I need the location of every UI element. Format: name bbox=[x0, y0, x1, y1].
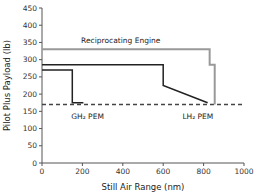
series-line bbox=[42, 70, 83, 103]
y-tick-label: 350 bbox=[23, 38, 38, 47]
y-tick-label: 100 bbox=[23, 124, 38, 133]
annotation: LH₂ PEM bbox=[182, 112, 213, 121]
y-tick-label: 50 bbox=[27, 141, 37, 150]
y-tick-label: 450 bbox=[23, 4, 38, 13]
annotation: GH₂ PEM bbox=[71, 112, 104, 121]
y-axis bbox=[42, 8, 43, 163]
x-tick bbox=[163, 163, 164, 166]
y-tick bbox=[39, 42, 42, 43]
x-tick bbox=[244, 163, 245, 166]
y-tick-label: 400 bbox=[23, 21, 38, 30]
x-tick-label: 400 bbox=[116, 167, 131, 176]
x-tick-label: 1000 bbox=[234, 167, 253, 176]
x-axis bbox=[42, 163, 244, 164]
y-tick-label: 300 bbox=[23, 55, 38, 64]
plot-area bbox=[42, 49, 244, 104]
y-tick-label: 250 bbox=[23, 72, 38, 81]
x-tick bbox=[203, 163, 204, 166]
x-tick-label: 0 bbox=[40, 167, 45, 176]
x-axis-label: Still Air Range (nm) bbox=[102, 182, 185, 192]
y-tick bbox=[39, 163, 42, 164]
x-tick bbox=[82, 163, 83, 166]
x-tick bbox=[122, 163, 123, 166]
y-tick-label: 200 bbox=[23, 90, 38, 99]
series-line bbox=[42, 104, 244, 106]
x-tick-label: 600 bbox=[156, 167, 171, 176]
series-line bbox=[42, 49, 215, 104]
y-axis-label: Pilot Plus Payload (lb) bbox=[2, 40, 12, 131]
y-tick bbox=[39, 25, 42, 26]
y-tick-label: 0 bbox=[32, 159, 37, 168]
y-tick bbox=[39, 111, 42, 112]
y-tick bbox=[39, 76, 42, 77]
annotation: Reciprocating Engine bbox=[81, 36, 161, 45]
x-tick-label: 800 bbox=[196, 167, 211, 176]
y-tick bbox=[39, 145, 42, 146]
y-tick-label: 150 bbox=[23, 107, 38, 116]
y-tick bbox=[39, 59, 42, 60]
y-tick bbox=[39, 94, 42, 95]
y-tick bbox=[39, 8, 42, 9]
y-tick bbox=[39, 128, 42, 129]
series-line bbox=[42, 65, 208, 103]
x-tick-label: 200 bbox=[75, 167, 90, 176]
chart: 0 200 400 600 800 1000 0 50 100 150 200 250 300 350 40… bbox=[0, 0, 258, 195]
